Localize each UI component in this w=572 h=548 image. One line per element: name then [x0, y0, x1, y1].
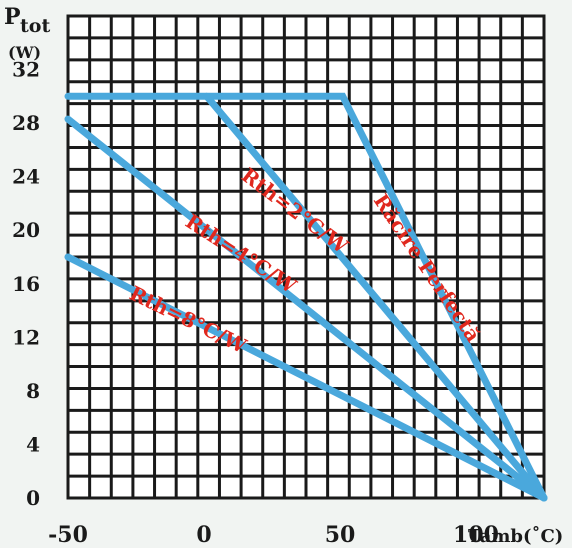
x-tick-label: 100	[453, 522, 499, 548]
series-lines	[64, 92, 548, 502]
y-tick-label: 0	[26, 486, 40, 510]
y-tick-label: 16	[12, 272, 40, 296]
y-tick-label: 12	[12, 325, 40, 349]
y-tick-label: 8	[26, 379, 40, 403]
series-line-3	[64, 253, 548, 502]
series-line-2	[64, 115, 548, 502]
y-tick-label: 4	[26, 432, 40, 456]
x-tick-label: 50	[325, 522, 356, 548]
x-tick-labels: -50 0 50 100	[48, 522, 499, 548]
y-axis-title-main: P	[4, 4, 21, 30]
y-axis-title: P tot (W)	[4, 4, 50, 62]
y-tick-label: 20	[12, 218, 40, 242]
y-axis-unit: (W)	[8, 43, 41, 62]
x-tick-label: 0	[196, 522, 211, 548]
y-axis-title-sub: tot	[20, 15, 50, 37]
series-line-0	[64, 92, 548, 502]
x-axis-title: Tamb(˚C)	[468, 524, 563, 547]
y-tick-label: 24	[12, 165, 40, 189]
y-tick-label: 32	[12, 58, 40, 82]
y-tick-labels: 0 4 8 12 16 20 24 28 32	[12, 58, 40, 510]
series-line-1	[203, 92, 548, 502]
y-tick-label: 28	[12, 111, 40, 135]
x-tick-label: -50	[48, 522, 88, 548]
